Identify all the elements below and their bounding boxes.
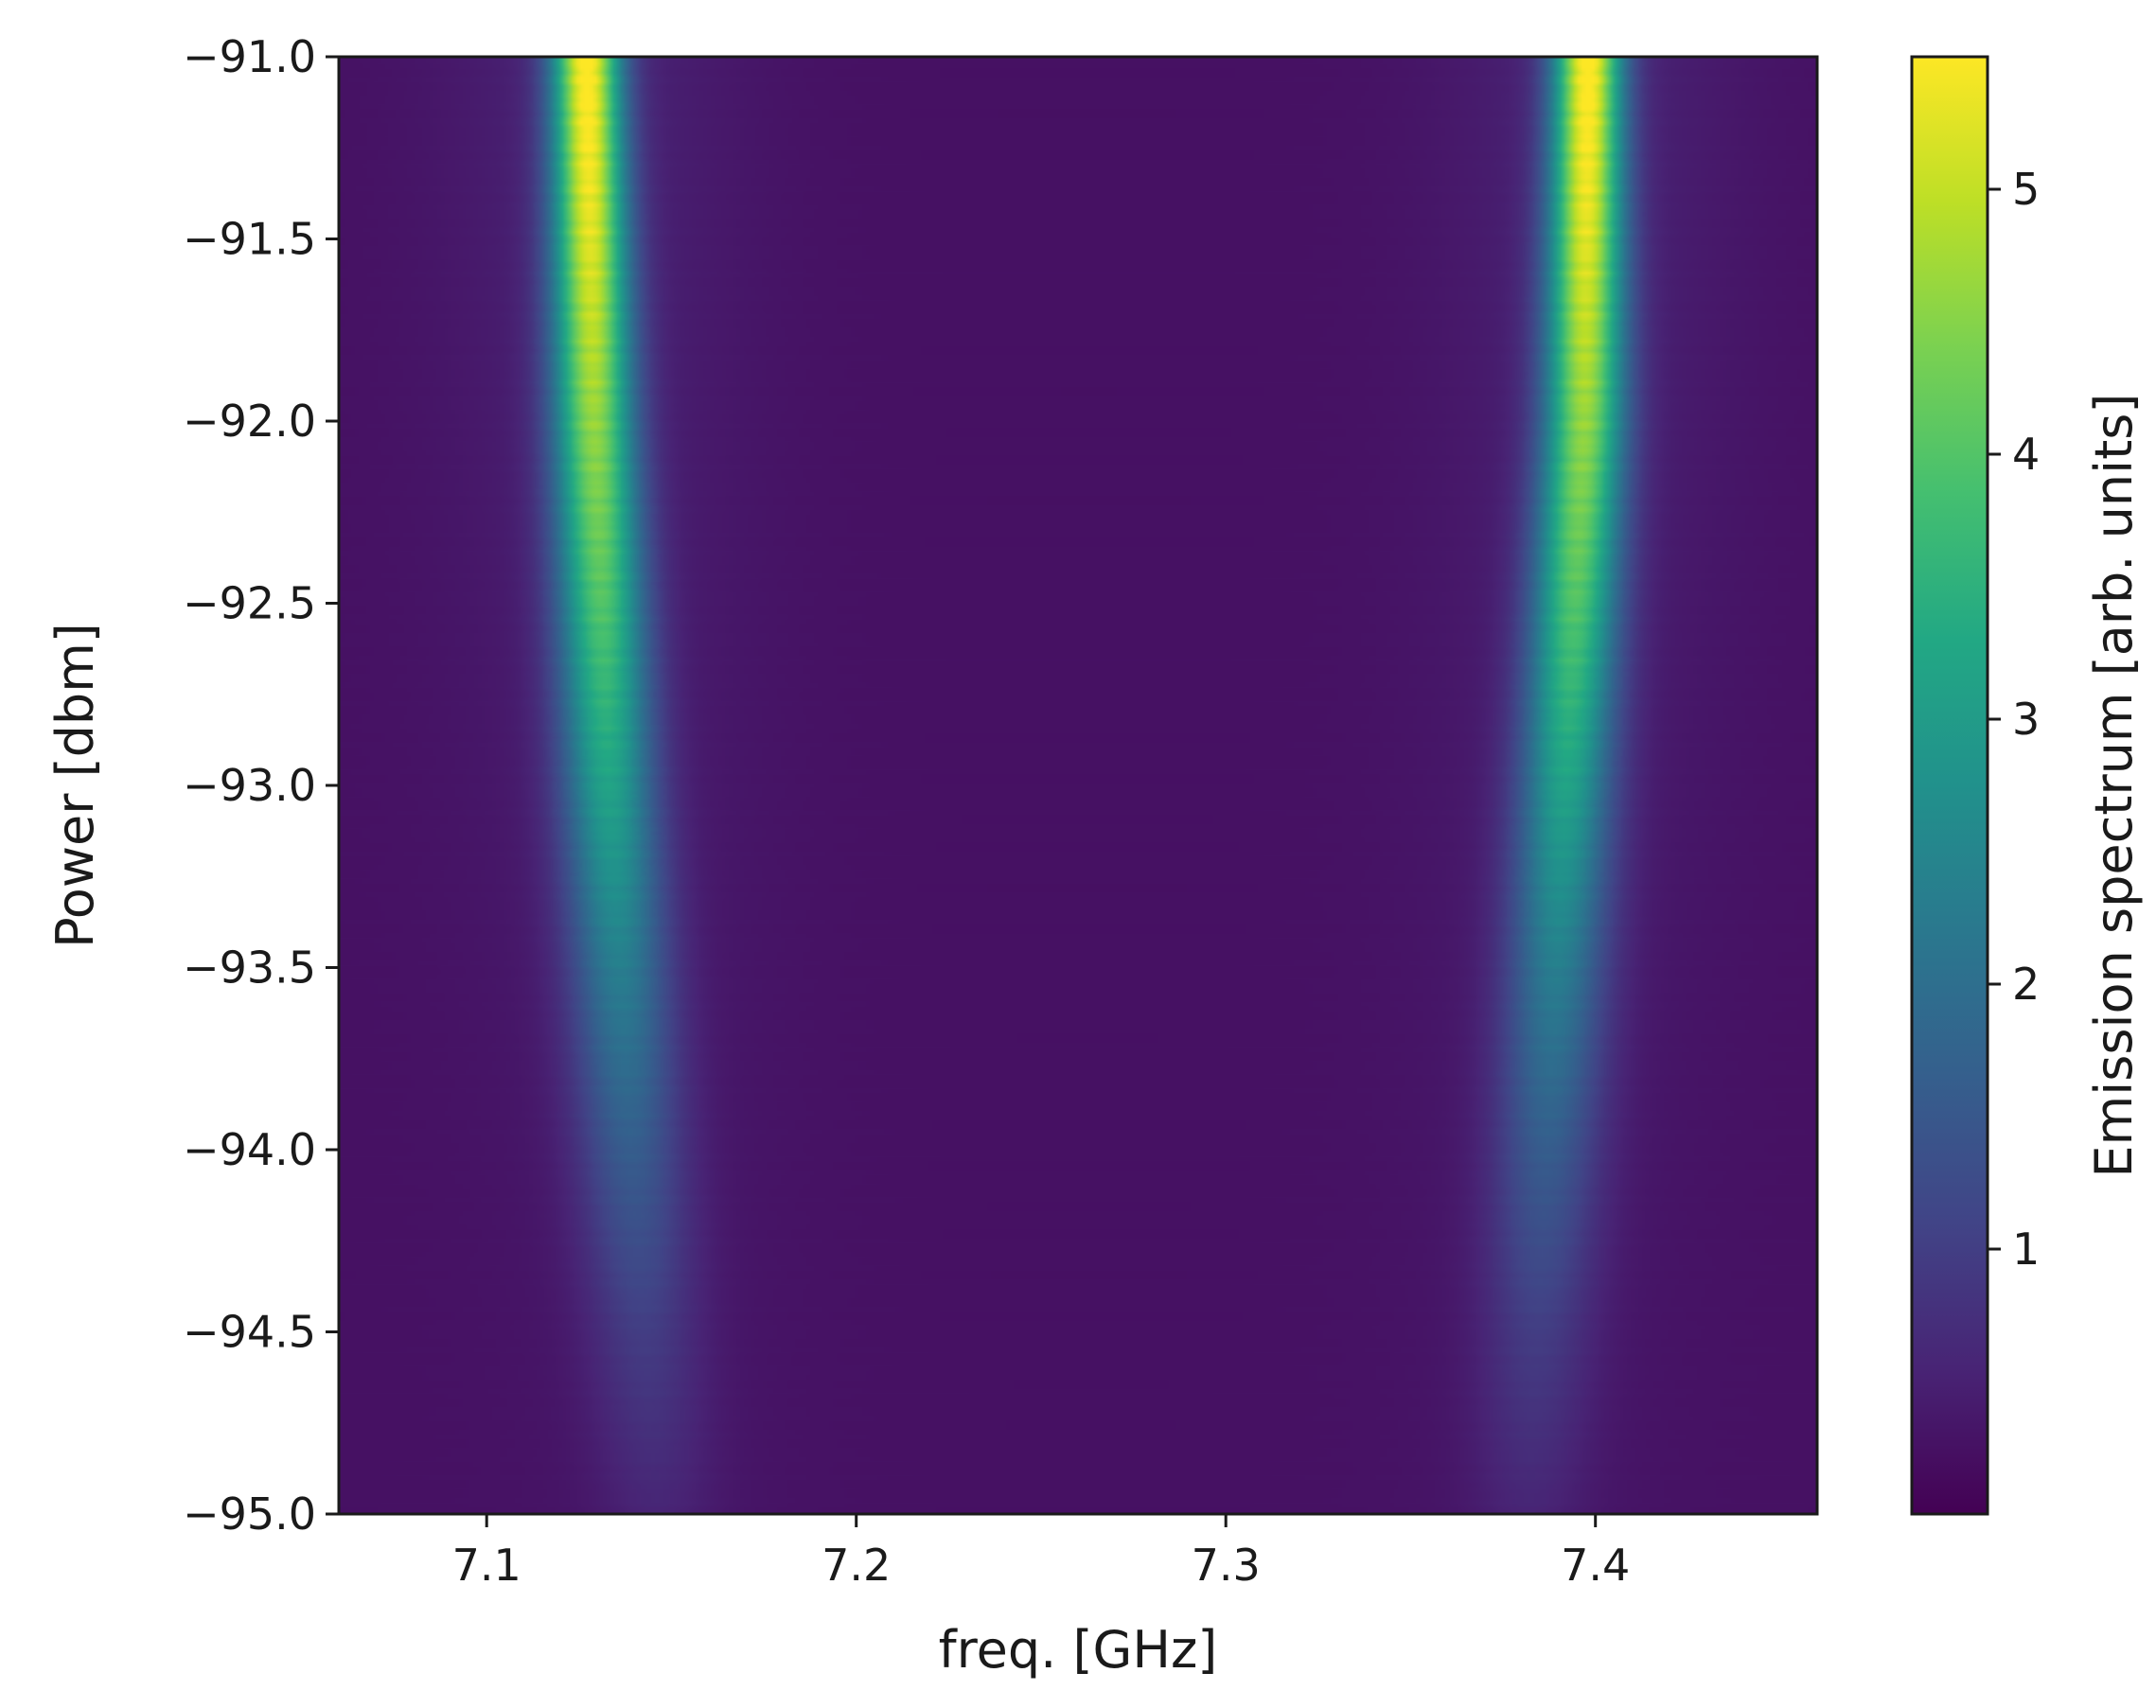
colorbar-frame bbox=[1910, 55, 1989, 1516]
x-axis-label: freq. [GHz] bbox=[939, 1620, 1218, 1680]
x-axis-ticks: 7.1 7.2 7.3 7.4 bbox=[452, 1514, 1630, 1591]
x-tick-label: 7.3 bbox=[1192, 1540, 1261, 1591]
y-tick-label: −94.0 bbox=[183, 1124, 316, 1175]
y-tick-label: −94.5 bbox=[183, 1307, 316, 1358]
y-axis-ticks: −91.0 −91.5 −92.0 −92.5 −93.0 −93.5 −94.0 −94.5… bbox=[183, 31, 339, 1540]
colorbar-label: Emission spectrum [arb. units] bbox=[2084, 394, 2144, 1178]
colorbar-tick-label: 1 bbox=[2012, 1224, 2040, 1275]
colorbar bbox=[1910, 55, 1989, 1516]
y-tick-label: −92.5 bbox=[183, 578, 316, 629]
colorbar-ticks: 1 2 3 4 5 bbox=[1988, 164, 2040, 1275]
colorbar-tick-label: 3 bbox=[2012, 694, 2040, 745]
y-tick-label: −91.5 bbox=[183, 214, 316, 265]
y-tick-label: −91.0 bbox=[183, 31, 316, 82]
x-tick-label: 7.1 bbox=[452, 1540, 521, 1591]
y-tick-label: −93.0 bbox=[183, 760, 316, 811]
colorbar-tick-label: 2 bbox=[2012, 959, 2040, 1010]
y-tick-label: −95.0 bbox=[183, 1488, 316, 1540]
plot-area bbox=[337, 55, 1819, 1516]
x-tick-label: 7.4 bbox=[1561, 1540, 1630, 1591]
colorbar-tick-label: 4 bbox=[2012, 429, 2040, 480]
colorbar-tick-label: 5 bbox=[2012, 164, 2040, 215]
y-axis-label: Power [dbm] bbox=[45, 623, 105, 948]
heatmap-image bbox=[339, 57, 1817, 1514]
y-tick-label: −92.0 bbox=[183, 396, 316, 447]
y-tick-label: −93.5 bbox=[183, 942, 316, 994]
x-tick-label: 7.2 bbox=[822, 1540, 891, 1591]
colorbar-gradient bbox=[1912, 57, 1988, 1514]
